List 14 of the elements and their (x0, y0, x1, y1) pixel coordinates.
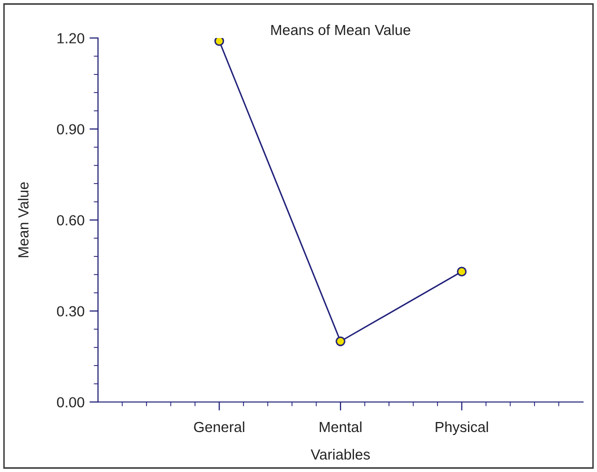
point (456, 266, 467, 276)
y-tick-label: 0.30 (56, 306, 84, 316)
x-axis-title: Variables (310, 448, 370, 460)
point (214, 38, 224, 46)
y-tick-label: 1.20 (58, 33, 84, 44)
x-tick-label: General (194, 421, 244, 432)
y-tick-label: 0.90 (56, 124, 84, 134)
y-axis-title: Mean Value (18, 182, 29, 258)
y-tick-label: 0.60 (56, 215, 84, 226)
chart-title: Means of Mean Value (271, 24, 410, 36)
y-tick-label: 0.00 (56, 397, 84, 408)
x-tick-label: Mental (320, 421, 362, 432)
point (336, 336, 346, 346)
x-tick-label: Physical (436, 421, 488, 436)
